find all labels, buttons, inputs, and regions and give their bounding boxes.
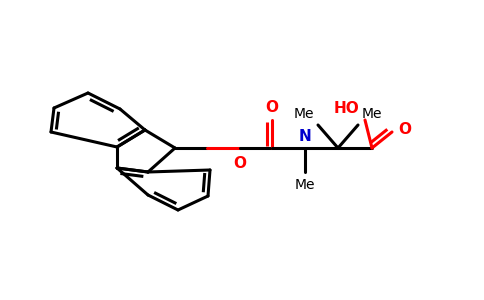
Text: N: N [299,129,311,144]
Text: O: O [398,122,411,137]
Text: Me: Me [362,107,382,121]
Text: HO: HO [333,101,359,116]
Text: O: O [266,100,278,115]
Text: O: O [233,156,246,171]
Text: Me: Me [293,107,314,121]
Text: Me: Me [295,178,315,192]
